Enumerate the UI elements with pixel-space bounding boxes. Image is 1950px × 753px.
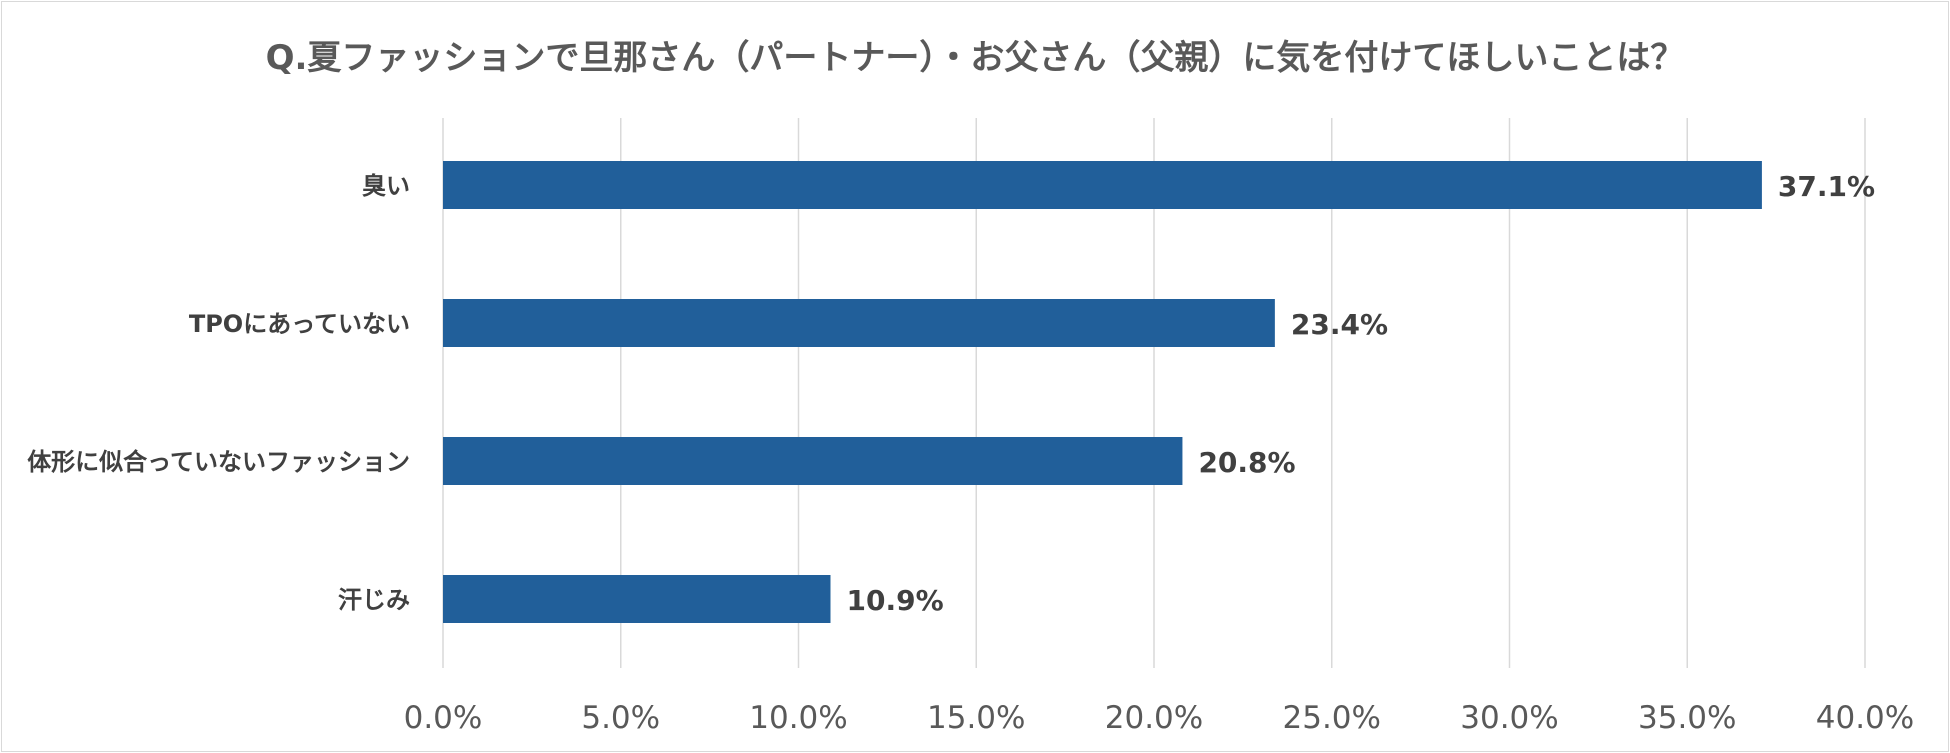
labels: 0.0% 5.0% 10.0% 15.0% 20.0% 25.0% 30.0% 35.0% 40… (27, 170, 1914, 736)
x-tick-label: 25.0% (1283, 700, 1381, 736)
x-tick-label: 0.0% (404, 700, 483, 736)
category-label: 体形に似合っていないファッション (27, 448, 410, 476)
x-tick-label: 5.0% (581, 700, 660, 736)
data-label: 37.1% (1778, 170, 1875, 203)
category-label: TPOにあっていない (189, 310, 410, 338)
data-label: 23.4% (1291, 308, 1388, 341)
bars (443, 161, 1762, 623)
chart-title: Q.夏ファッションで旦那さん（パートナー）・お父さん（父親）に気を付けてほしいこ… (265, 38, 1685, 78)
bar (443, 161, 1762, 209)
bar (443, 437, 1183, 485)
x-tick-label: 40.0% (1816, 700, 1914, 736)
x-tick-label: 15.0% (927, 700, 1025, 736)
x-tick-label: 20.0% (1105, 700, 1203, 736)
data-label: 10.9% (846, 584, 943, 617)
x-tick-label: 30.0% (1460, 700, 1558, 736)
x-tick-label: 35.0% (1638, 700, 1736, 736)
category-label: 汗じみ (338, 586, 410, 614)
category-label: 臭い (362, 172, 410, 200)
data-label: 20.8% (1198, 446, 1295, 479)
x-tick-label: 10.0% (749, 700, 847, 736)
bar (443, 299, 1275, 347)
bar (443, 575, 831, 623)
